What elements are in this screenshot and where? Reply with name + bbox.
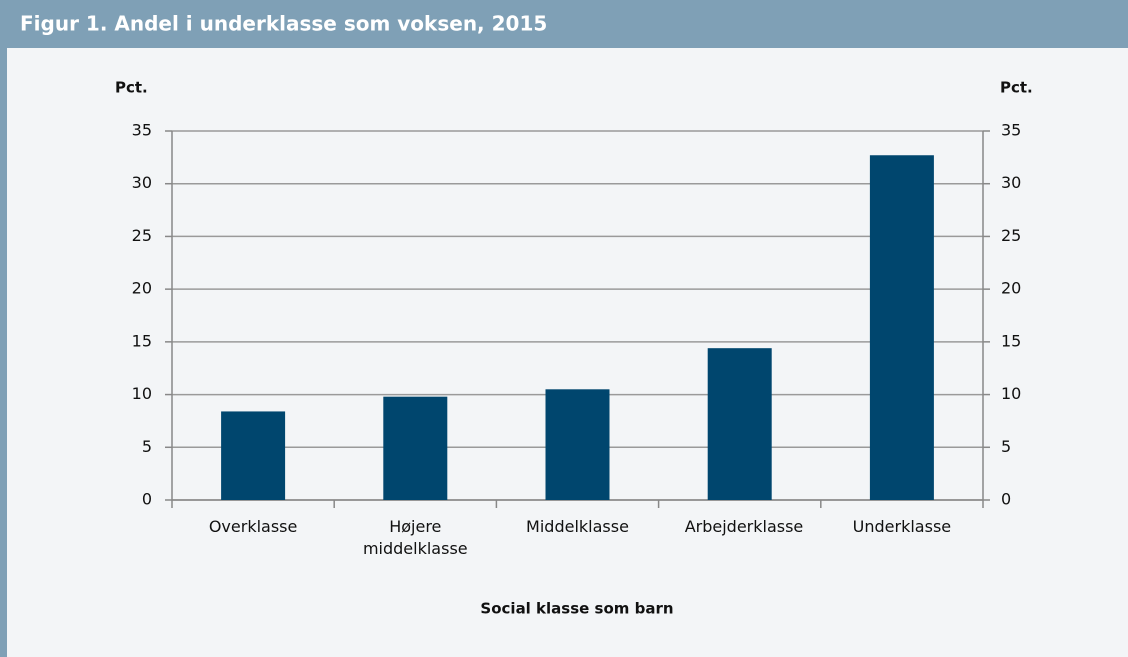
- y2-tick-label: 10: [1001, 384, 1021, 403]
- header-bar: [0, 0, 1128, 48]
- bar: [707, 348, 772, 500]
- y2-tick-label: 5: [1001, 437, 1011, 456]
- x-tick-label: Underklasse: [852, 517, 952, 536]
- x-tick-label: Arbejderklasse: [684, 517, 804, 536]
- y2-tick-label: 35: [1001, 121, 1021, 140]
- y-tick-label: 20: [132, 279, 152, 298]
- y-tick-label: 35: [132, 121, 152, 140]
- y2-axis-label: Pct.: [1000, 79, 1033, 97]
- y-tick-label: 30: [132, 173, 152, 192]
- x-tick-label-box: Overklasse: [208, 517, 298, 536]
- y-tick-label: 0: [142, 490, 152, 509]
- y-tick-label: 25: [132, 226, 152, 245]
- y2-tick-label: 15: [1001, 331, 1021, 350]
- x-tick-label: Højere middelklasse: [362, 517, 468, 558]
- y2-tick-label: 0: [1001, 490, 1011, 509]
- left-border: [0, 48, 7, 657]
- bar: [383, 396, 448, 500]
- x-tick-label-box: Underklasse: [852, 517, 952, 536]
- bar: [869, 155, 934, 500]
- y2-tick-label: 20: [1001, 279, 1021, 298]
- y2-tick-label: 25: [1001, 226, 1021, 245]
- chart-title: Figur 1. Andel i underklasse som voksen,…: [20, 12, 547, 36]
- x-tick-label: Middelklasse: [526, 517, 629, 536]
- x-tick-label-box: Arbejderklasse: [684, 517, 804, 536]
- y-tick-label: 5: [142, 437, 152, 456]
- x-tick-label-box: Højere middelklasse: [362, 517, 468, 558]
- y-axis-label: Pct.: [115, 79, 148, 97]
- x-tick-label-box: Middelklasse: [526, 517, 629, 536]
- y-tick-label: 10: [132, 384, 152, 403]
- y-tick-label: 15: [132, 331, 152, 350]
- y2-tick-label: 30: [1001, 173, 1021, 192]
- bar: [545, 389, 610, 500]
- x-tick-label: Overklasse: [208, 517, 298, 536]
- x-axis-label: Social klasse som barn: [480, 600, 673, 618]
- bar: [221, 411, 286, 500]
